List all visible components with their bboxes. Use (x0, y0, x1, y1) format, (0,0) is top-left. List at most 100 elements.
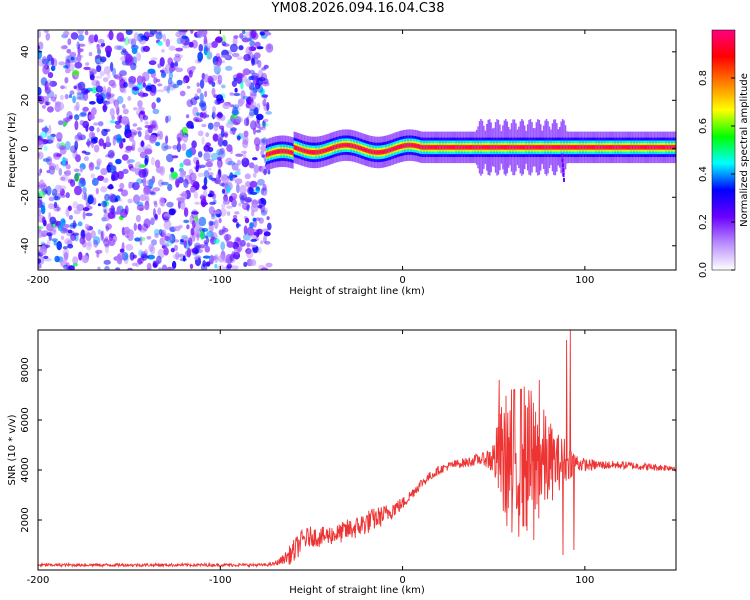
heatmap-noise-cell (133, 194, 140, 204)
heatmap-signal-cell (601, 146, 603, 149)
heatmap-noise-cell (159, 237, 165, 246)
heatmap-noise-cell (221, 188, 226, 194)
heatmap-noise-cell (117, 45, 124, 51)
heatmap-signal-cell (531, 146, 533, 149)
heatmap-noise-cell (222, 34, 226, 44)
heatmap-signal-cell (487, 146, 489, 149)
heatmap-noise-cell (165, 38, 171, 47)
heatmap-noise-cell (86, 141, 91, 146)
heatmap-noise-cell (136, 178, 144, 184)
heatmap-noise-cell (218, 229, 224, 236)
heatmap-noise-cell (75, 154, 81, 163)
heatmap-noise-cell (205, 132, 210, 138)
heatmap-noise-cell (189, 263, 194, 270)
heatmap-noise-cell (216, 264, 225, 270)
heatmap-noise-cell (39, 131, 47, 138)
heatmap-noise-cell (165, 115, 169, 124)
heatmap-noise-cell (175, 178, 180, 188)
heatmap-noise-cell (138, 168, 147, 178)
heatmap-noise-cell (87, 239, 92, 247)
heatmap-noise-cell (58, 61, 66, 66)
heatmap-noise-cell (164, 235, 170, 241)
heatmap-signal-cell (627, 146, 629, 149)
heatmap-noise-cell (252, 87, 258, 94)
heatmap-noise-cell (226, 211, 231, 217)
heatmap-noise-cell (253, 232, 258, 236)
heatmap-noise-cell (138, 33, 144, 38)
heatmap-noise-cell (255, 217, 261, 221)
heatmap-noise-cell (76, 53, 82, 63)
heatmap-noise-cell (50, 57, 55, 66)
heatmap-noise-cell (96, 160, 101, 168)
heatmap-noise-cell (72, 69, 80, 77)
heatmap-noise-cell (137, 100, 143, 108)
heatmap-signal-cell (602, 146, 605, 149)
heatmap-noise-cell (261, 187, 268, 196)
heatmap-noise-cell (134, 237, 141, 242)
heatmap-noise-cell (216, 79, 222, 85)
heatmap-noise-cell (216, 148, 225, 156)
heatmap-noise-cell (128, 163, 134, 169)
heatmap-noise-cell (233, 92, 241, 97)
heatmap-signal-cell (564, 146, 567, 149)
heatmap-noise-cell (261, 154, 265, 158)
heatmap-noise-cell (163, 216, 170, 223)
heatmap-noise-cell (161, 229, 167, 239)
heatmap-noise-cell (46, 239, 51, 245)
heatmap-noise-cell (48, 232, 52, 241)
heatmap-noise-cell (153, 208, 156, 218)
heatmap-noise-cell (90, 140, 95, 149)
heatmap-noise-cell (106, 136, 110, 145)
heatmap-signal-cell (621, 146, 624, 149)
heatmap-noise-cell (64, 117, 70, 123)
heatmap-signal-cell (507, 146, 510, 149)
heatmap-noise-cell (219, 147, 225, 155)
heatmap-signal-cell (280, 150, 282, 153)
colorbar-tick-label: 0.4 (698, 166, 709, 182)
heatmap-noise-cell (157, 83, 163, 87)
heatmap-signal-cell (338, 144, 341, 147)
heatmap-noise-cell (208, 175, 213, 180)
x-tick-label: 0 (399, 275, 405, 286)
heatmap-noise-cell (142, 82, 146, 88)
heatmap-signal-cell (599, 146, 602, 149)
heatmap-signal-cell (449, 146, 452, 149)
heatmap-signal-cell (639, 146, 641, 149)
heatmap-noise-cell (160, 71, 167, 78)
heatmap-noise-cell (38, 190, 46, 199)
heatmap-noise-cell (119, 182, 125, 190)
heatmap-noise-cell (65, 68, 71, 74)
heatmap-noise-cell (84, 30, 89, 36)
heatmap-noise-cell (48, 203, 55, 210)
heatmap-noise-cell (170, 247, 175, 253)
heatmap-noise-cell (207, 167, 212, 171)
heatmap-noise-cell (214, 37, 223, 44)
heatmap-noise-cell (62, 248, 69, 259)
heatmap-noise-cell (231, 265, 239, 270)
heatmap-noise-cell (132, 182, 140, 191)
heatmap-signal-cell (331, 147, 333, 150)
heatmap-noise-cell (149, 137, 156, 144)
heatmap-signal-cell (610, 146, 612, 149)
heatmap-noise-cell (114, 100, 119, 110)
heatmap-noise-cell (108, 238, 116, 247)
heatmap-noise-cell (211, 74, 218, 82)
heatmap-noise-cell (139, 90, 143, 98)
heatmap-noise-cell (235, 221, 240, 229)
heatmap-signal-cell (346, 144, 348, 147)
heatmap-signal-cell (318, 150, 320, 154)
heatmap-noise-cell (40, 77, 48, 86)
heatmap-noise-cell (227, 160, 236, 166)
heatmap-noise-cell (129, 251, 135, 261)
heatmap-noise-cell (132, 123, 138, 127)
heatmap-noise-cell (81, 255, 89, 264)
heatmap-noise-cell (223, 101, 228, 107)
heatmap-noise-cell (117, 252, 125, 261)
heatmap-noise-cell (142, 45, 150, 53)
heatmap-noise-cell (197, 130, 204, 137)
heatmap-signal-cell (462, 146, 465, 149)
heatmap-signal-cell (548, 146, 551, 149)
heatmap-noise-cell (85, 124, 89, 132)
heatmap-signal-cell (276, 150, 278, 153)
heatmap-noise-cell (222, 227, 229, 233)
